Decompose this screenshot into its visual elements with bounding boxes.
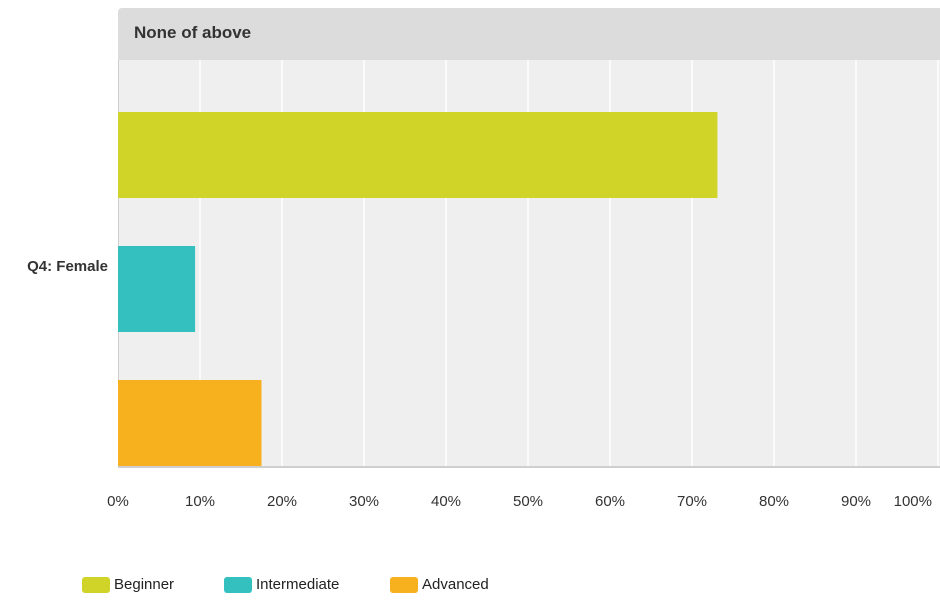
x-tick-label: 10%: [185, 493, 215, 510]
legend-label-beginner: Beginner: [114, 576, 175, 593]
x-tick-label: 30%: [349, 493, 379, 510]
legend-item-beginner[interactable]: Beginner: [82, 576, 174, 593]
x-tick-label: 70%: [677, 493, 707, 510]
category-label: Q4: Female: [27, 258, 108, 275]
x-tick-label: 20%: [267, 493, 297, 510]
panel-title: None of above: [134, 23, 252, 42]
bar-beginner[interactable]: [118, 112, 718, 198]
legend-label-advanced: Advanced: [422, 576, 489, 593]
x-tick-label: 80%: [759, 493, 789, 510]
x-tick-label: 40%: [431, 493, 461, 510]
legend-item-advanced[interactable]: Advanced: [390, 576, 489, 593]
x-tick-label: 100%: [894, 493, 932, 510]
legend-item-intermediate[interactable]: Intermediate: [224, 576, 339, 593]
x-tick-label: 0%: [107, 493, 129, 510]
bar-advanced[interactable]: [118, 380, 262, 466]
x-tick-label: 60%: [595, 493, 625, 510]
panel-header: None of above: [118, 8, 940, 60]
legend-swatch-intermediate: [224, 576, 252, 593]
x-axis-line: [118, 466, 940, 468]
legend-swatch-beginner: [82, 576, 110, 593]
legend-label-intermediate: Intermediate: [256, 576, 340, 593]
x-tick-label: 90%: [841, 493, 871, 510]
legend-swatch-advanced: [390, 576, 418, 593]
x-tick-label: 50%: [513, 493, 543, 510]
bar-intermediate[interactable]: [118, 246, 196, 332]
